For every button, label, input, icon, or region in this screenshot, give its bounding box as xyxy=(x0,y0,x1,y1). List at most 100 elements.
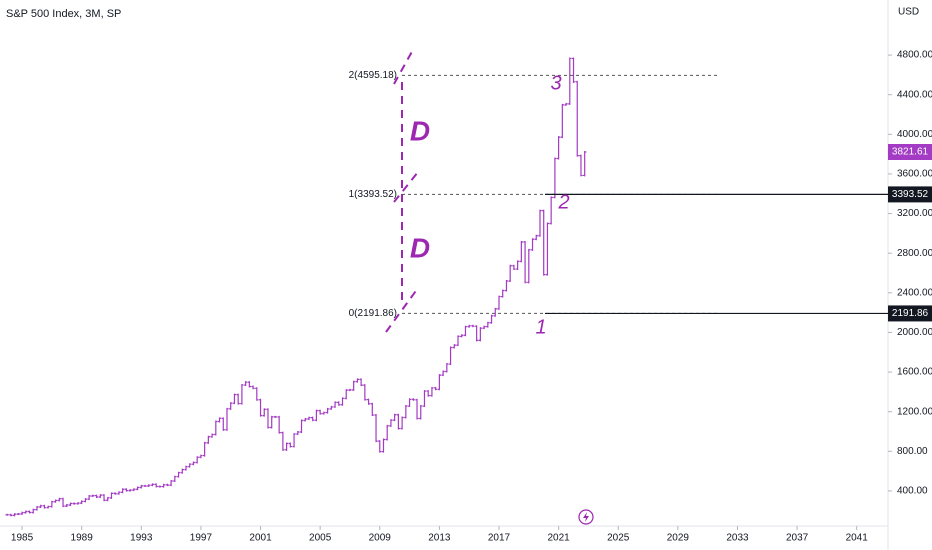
price-bar xyxy=(165,483,170,487)
price-bar xyxy=(273,415,278,418)
price-bar xyxy=(325,407,330,414)
price-bar xyxy=(486,321,490,328)
price-bar xyxy=(556,136,561,160)
price-bar xyxy=(139,484,143,489)
price-bar xyxy=(292,433,296,448)
price-bar xyxy=(396,413,401,430)
price-bar xyxy=(389,419,393,427)
price-bar xyxy=(202,441,207,457)
price-bar xyxy=(258,398,263,417)
price-bar xyxy=(329,405,333,410)
price-series xyxy=(5,57,587,517)
price-bar xyxy=(16,513,21,516)
x-tick-label: 2009 xyxy=(369,533,392,544)
price-bar xyxy=(76,502,80,505)
price-bar xyxy=(42,504,47,509)
price-bar xyxy=(195,456,199,464)
price-bar xyxy=(299,419,304,433)
price-bar xyxy=(184,465,188,471)
price-bar xyxy=(191,461,196,466)
price-bar xyxy=(437,374,442,391)
price-bar xyxy=(91,494,95,497)
wave-label: 1 xyxy=(535,316,546,338)
price-bar xyxy=(474,325,479,342)
price-bar xyxy=(392,413,397,422)
price-bar xyxy=(553,157,557,199)
price-bar xyxy=(128,489,132,492)
price-bar xyxy=(523,241,527,284)
price-bar xyxy=(433,386,438,391)
price-tag-label: 2191.86 xyxy=(892,308,929,319)
price-bar xyxy=(68,502,73,506)
price-bar xyxy=(79,500,84,505)
price-bar xyxy=(113,492,117,495)
price-bar xyxy=(39,504,43,508)
price-bar xyxy=(378,440,382,453)
price-bar xyxy=(355,378,360,383)
y-tick-label: 800.00 xyxy=(897,446,928,457)
y-tick-label: 2400.00 xyxy=(897,287,932,298)
price-bar xyxy=(83,498,88,503)
price-bar xyxy=(24,510,28,514)
price-bar xyxy=(411,398,415,401)
last-price-label: 3821.61 xyxy=(892,147,929,158)
price-bar xyxy=(150,483,155,487)
price-bar xyxy=(545,222,550,276)
price-bar xyxy=(5,513,9,516)
price-bar xyxy=(381,438,386,453)
price-bar xyxy=(46,505,50,509)
price-bar xyxy=(337,401,341,406)
x-tick-label: 2005 xyxy=(309,533,332,544)
price-bar xyxy=(240,384,244,405)
price-bar xyxy=(214,420,218,436)
wave-label: 2 xyxy=(557,191,569,213)
price-bar xyxy=(493,307,497,317)
price-bar xyxy=(262,408,266,417)
price-bar xyxy=(322,411,326,415)
y-tick-label: 4000.00 xyxy=(897,129,932,140)
price-bar xyxy=(508,264,512,283)
price-bar xyxy=(57,497,61,502)
price-bar xyxy=(169,480,173,487)
x-tick-label: 2001 xyxy=(249,533,272,544)
price-bar xyxy=(199,454,203,459)
price-bar xyxy=(452,344,456,349)
price-bar xyxy=(255,387,259,401)
price-bar xyxy=(419,405,423,420)
x-tick-label: 2025 xyxy=(607,533,630,544)
price-bar xyxy=(515,260,520,271)
axis-unit: USD xyxy=(898,7,919,18)
price-bar xyxy=(497,295,501,310)
y-tick-label: 1600.00 xyxy=(897,367,932,378)
price-bar xyxy=(288,442,293,448)
price-bar xyxy=(87,494,91,501)
price-bar xyxy=(117,491,121,495)
x-tick-label: 2029 xyxy=(667,533,690,544)
x-tick-label: 2021 xyxy=(547,533,570,544)
price-bar xyxy=(65,504,69,508)
leg-label: D xyxy=(410,115,430,146)
price-bar xyxy=(102,494,106,502)
price-bar xyxy=(448,346,453,366)
price-bar xyxy=(176,471,181,478)
price-bar xyxy=(575,80,579,157)
x-tick-label: 2017 xyxy=(488,533,511,544)
price-bar xyxy=(463,325,468,337)
price-bar xyxy=(284,442,289,451)
wave-label: 3 xyxy=(550,72,561,94)
price-bar xyxy=(232,393,237,405)
price-bar xyxy=(9,513,13,517)
price-bar xyxy=(374,414,378,443)
x-tick-label: 1985 xyxy=(11,533,34,544)
price-bar xyxy=(53,499,58,503)
price-bar xyxy=(188,463,192,468)
price-bar xyxy=(266,408,270,429)
y-tick-label: 3600.00 xyxy=(897,169,932,180)
price-bar xyxy=(579,154,583,177)
price-bar xyxy=(147,484,151,487)
price-bar xyxy=(296,430,300,436)
event-icon[interactable] xyxy=(578,509,594,525)
x-tick-label: 2013 xyxy=(428,533,451,544)
price-bar xyxy=(519,241,524,263)
